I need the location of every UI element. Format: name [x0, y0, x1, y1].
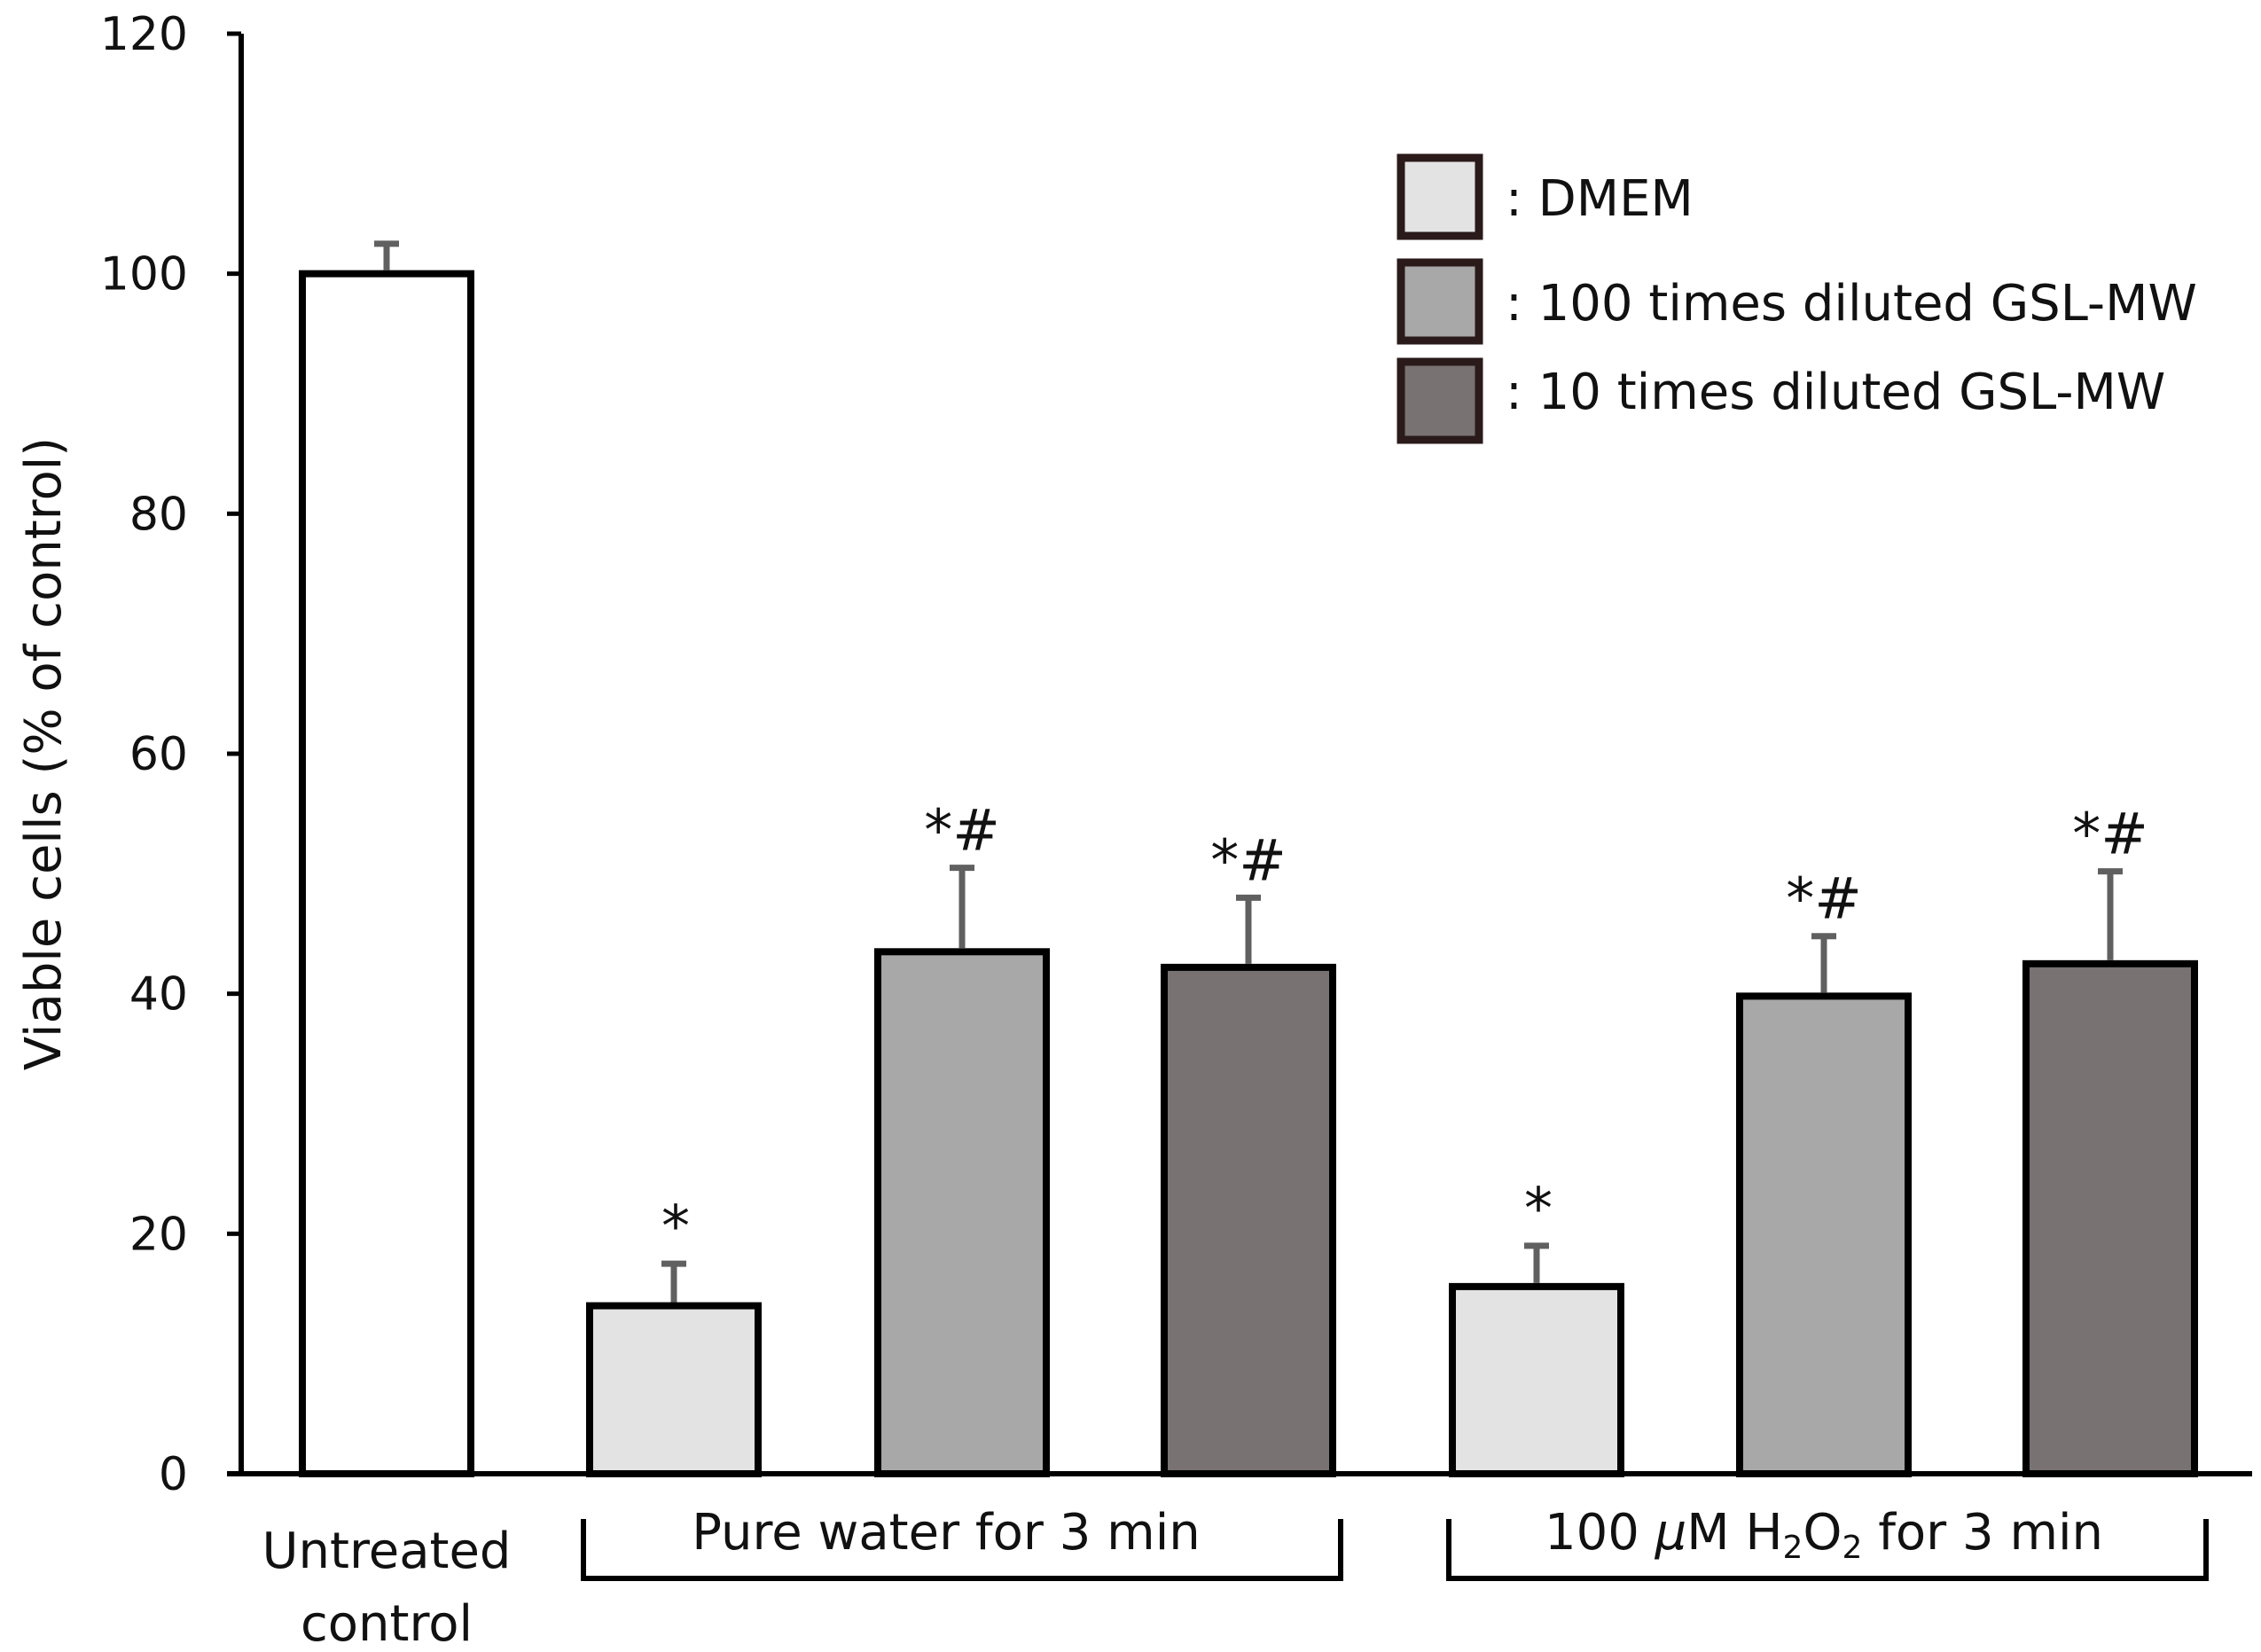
y-tick-label: 20 [129, 1208, 188, 1261]
y-tick-label: 100 [100, 248, 188, 301]
y-tick-label: 120 [100, 8, 188, 61]
legend-swatch-dmem [1396, 153, 1483, 240]
h2o2-label-sub2: 2 [1842, 1530, 1863, 1566]
h2o2-label-sub1: 2 [1783, 1530, 1803, 1566]
category-label-control-line1: Untreated [262, 1523, 512, 1580]
group-bracket-h2o2 [1446, 1519, 2209, 1581]
h2o2-label-mu: μ [1655, 1504, 1687, 1562]
significance-annotation: *# [2072, 803, 2148, 868]
significance-annotation: * [661, 1194, 690, 1260]
bar [299, 270, 474, 1478]
significance-annotation: *# [924, 799, 1000, 865]
category-label-control-line2: control [301, 1595, 473, 1652]
y-tick-label: 80 [129, 488, 188, 541]
y-tick-label: 0 [159, 1448, 188, 1501]
category-label-pure-water: Pure water for 3 min [692, 1504, 1201, 1562]
h2o2-label-post: for 3 min [1862, 1504, 2103, 1562]
legend-label-dmem: : DMEM [1506, 170, 1694, 228]
h2o2-label-m: M H [1686, 1504, 1782, 1562]
category-label-h2o2: 100 μM H2O2 for 3 min [1545, 1504, 2103, 1566]
bars: * *# *# * *# *# [299, 240, 2198, 1478]
legend-swatch-100x [1396, 258, 1483, 345]
legend: : DMEM : 100 times diluted GSL-MW : 10 t… [1396, 153, 2197, 444]
bar [586, 1302, 762, 1477]
y-tick-label: 40 [129, 968, 188, 1022]
legend-label-100x: : 100 times diluted GSL-MW [1506, 275, 2197, 333]
bar [2022, 959, 2198, 1478]
significance-annotation: * [1524, 1177, 1553, 1242]
significance-annotation: *# [1786, 867, 1862, 933]
legend-label-10x: : 10 times diluted GSL-MW [1506, 364, 2165, 421]
bar [1449, 1282, 1624, 1477]
group-bracket-pure-water [581, 1519, 1343, 1581]
legend-swatch-10x [1396, 357, 1483, 444]
y-ticks: 0 20 40 60 80 100 120 [100, 8, 241, 1501]
bar [1161, 963, 1336, 1477]
bar [874, 948, 1050, 1478]
y-axis-title: Viable cells (% of control) [15, 437, 73, 1070]
h2o2-label-o: O [1803, 1504, 1842, 1562]
significance-annotation: *# [1210, 828, 1287, 894]
bar [1736, 992, 1912, 1477]
y-tick-label: 60 [129, 728, 188, 781]
h2o2-label-pre: 100 [1545, 1504, 1655, 1562]
category-labels: Untreated control Pure water for 3 min 1… [262, 1504, 2209, 1652]
